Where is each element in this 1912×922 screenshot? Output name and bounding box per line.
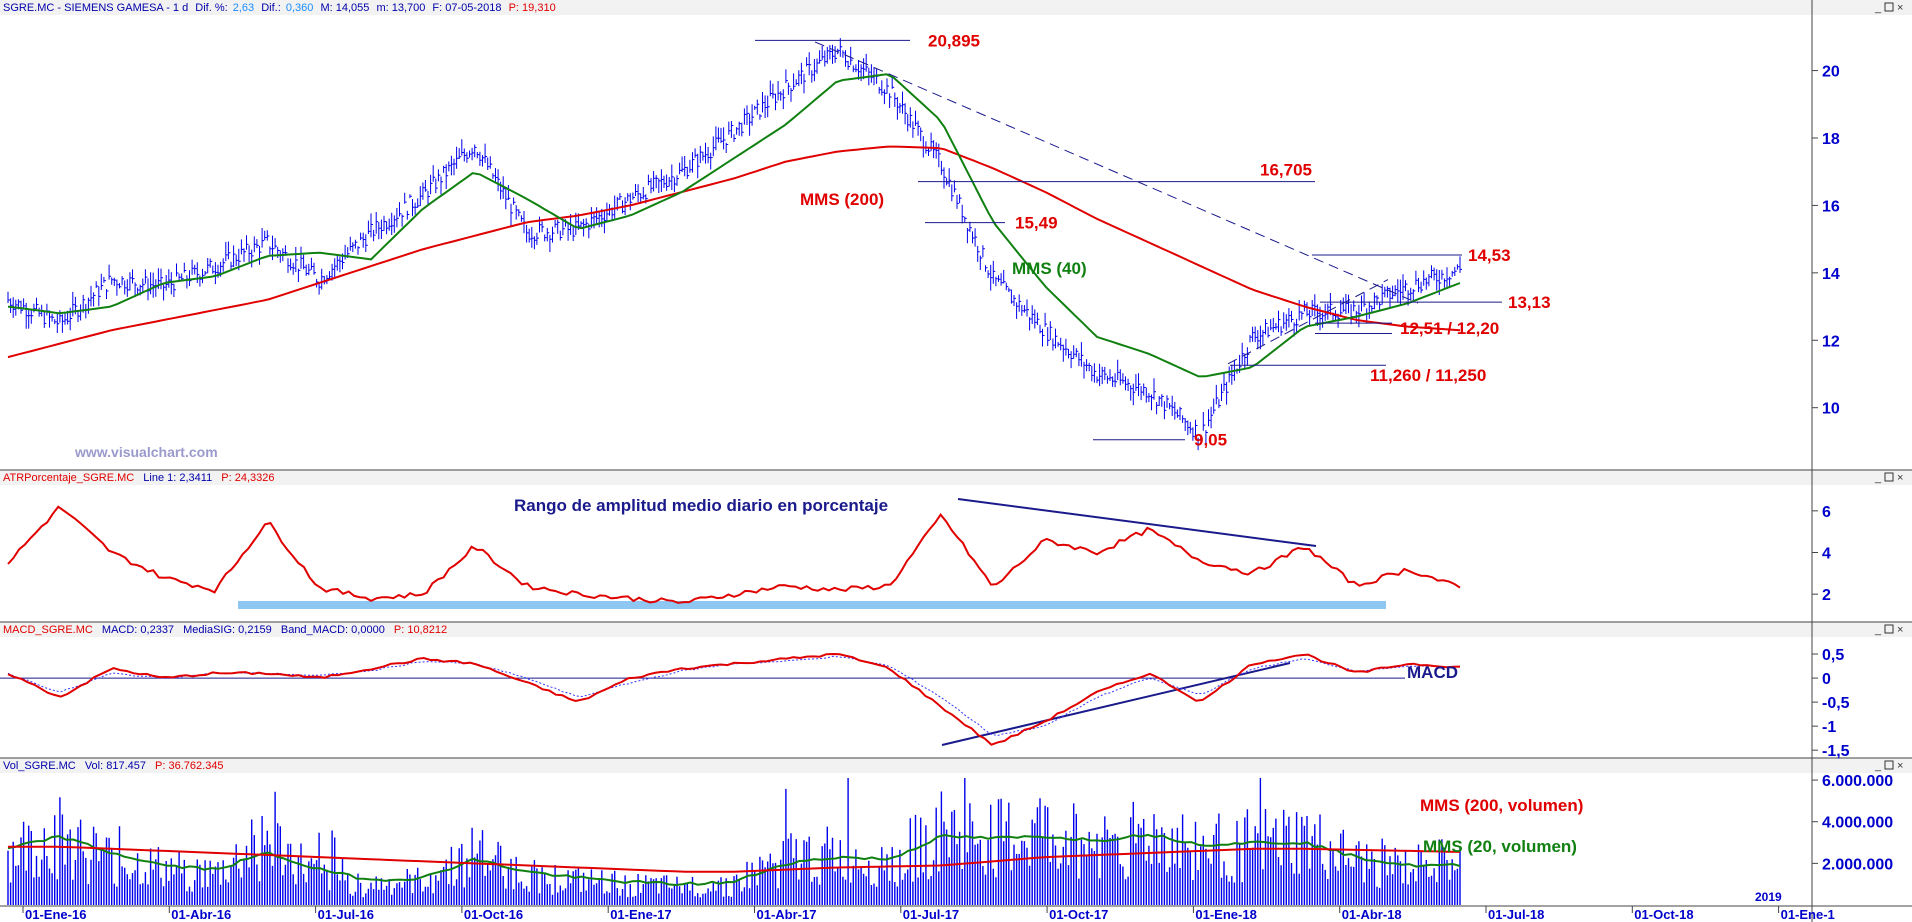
label-vol-mms20: MMS (20, volumen): [1423, 837, 1577, 856]
level-label: 20,895: [928, 31, 980, 50]
price-downtrend-line: [814, 41, 1419, 304]
label-mms40: MMS (40): [1012, 259, 1087, 278]
atr-support-band-rect: [238, 601, 1386, 609]
close-icon[interactable]: ×: [1897, 472, 1903, 484]
minimize-icon[interactable]: _: [1874, 472, 1882, 484]
minimize-icon[interactable]: _: [1874, 760, 1882, 772]
price-header-bar: [0, 0, 1912, 15]
y-tick-label: 6.000.000: [1822, 773, 1893, 790]
price-bars: [7, 38, 1462, 451]
level-label: 16,705: [1260, 161, 1312, 180]
close-icon[interactable]: ×: [1897, 624, 1903, 636]
x-tick-label: 01-Abr-18: [1342, 907, 1402, 922]
level-label: 15,49: [1015, 214, 1058, 233]
x-tick-label: 01-Abr-16: [171, 907, 231, 922]
level-label: 14,53: [1468, 246, 1511, 265]
level-label: 13,13: [1508, 293, 1551, 312]
x-tick-label: 01-Abr-17: [757, 907, 817, 922]
minimize-icon[interactable]: _: [1874, 2, 1882, 14]
y-tick-label: -1: [1822, 719, 1836, 736]
macd-uptrend-line: [941, 662, 1291, 746]
price-panel-header: SGRE.MC - SIEMENS GAMESA - 1 d Dif. %: 2…: [3, 2, 556, 14]
price-ohlc-bars: [7, 38, 1462, 451]
series-line-mediasig: [7, 655, 1461, 736]
macd-lines: [0, 652, 1461, 746]
y-tick-label: 12: [1822, 333, 1840, 350]
series-line-atr: [7, 505, 1461, 604]
maximize-icon[interactable]: [1884, 2, 1894, 12]
macd-panel-header: MACD_SGRE.MC MACD: 0,2337 MediaSIG: 0,21…: [3, 624, 447, 636]
volume-bars: [7, 778, 1461, 905]
volume-moving-averages: [7, 833, 1461, 887]
x-tick-label: 01-Ene-16: [25, 907, 86, 922]
vol-header-bar: [0, 758, 1912, 773]
atr-title: Rango de amplitud medio diario en porcen…: [514, 496, 888, 515]
x-tick-label: 01-Oct-18: [1634, 907, 1693, 922]
x-tick-label: 01-Ene-18: [1195, 907, 1256, 922]
level-label: 12,51 / 12,20: [1400, 319, 1499, 338]
x-tick-label: 01-Jul-17: [903, 907, 959, 922]
level-label: 11,260 / 11,250: [1370, 366, 1486, 385]
trendlines: [814, 41, 1419, 746]
y-tick-label: 0,5: [1822, 647, 1844, 664]
maximize-icon[interactable]: [1884, 472, 1894, 482]
y-tick-label: 14: [1822, 266, 1840, 283]
y-tick-label: 20: [1822, 64, 1840, 81]
series-line-vol-mms200: [8, 845, 1461, 873]
macd-header-bar: [0, 622, 1912, 637]
price-levels: 20,895 16,705 15,49 14,53 13,13 12,51 / 12,20…: [755, 31, 1551, 450]
y-tick-label: 16: [1822, 198, 1840, 215]
y-tick-label: 0: [1822, 671, 1831, 688]
y-tick-label: 4: [1822, 546, 1831, 563]
macd-title: MACD: [1407, 663, 1458, 682]
label-mms200: MMS (200): [800, 190, 884, 209]
maximize-icon[interactable]: [1884, 760, 1894, 770]
watermark: www.visualchart.com: [74, 444, 218, 460]
label-vol-mms200: MMS (200, volumen): [1420, 796, 1583, 815]
x-tick-label: 01-Oct-17: [1049, 907, 1108, 922]
vol-panel-header: Vol_SGRE.MC Vol: 817.457 P: 36.762.345: [3, 760, 224, 772]
x-tick-label: 01-Ene-1: [1781, 907, 1835, 922]
atr-header-bar: [0, 470, 1912, 485]
atr-line: [7, 505, 1461, 604]
y-axis-ticks: 20 18 16 14 12 10 6 4 2 0,5 0 -0,5 -1 -1,5 6.000.000 4.…: [1812, 64, 1893, 873]
x-tick-label: 01-Jul-16: [318, 907, 374, 922]
y-tick-label: -1,5: [1822, 743, 1850, 760]
year-label: 2019: [1755, 890, 1782, 904]
y-tick-label: 2.000.000: [1822, 856, 1893, 873]
minimize-icon[interactable]: _: [1874, 624, 1882, 636]
x-tick-label: 01-Ene-17: [610, 907, 671, 922]
x-tick-label: 01-Jul-18: [1488, 907, 1544, 922]
y-tick-label: 6: [1822, 504, 1831, 521]
y-tick-label: 4.000.000: [1822, 815, 1893, 832]
close-icon[interactable]: ×: [1897, 760, 1903, 772]
x-tick-label: 01-Oct-16: [464, 907, 523, 922]
price-moving-averages: [7, 73, 1461, 378]
atr-panel-header: ATRPorcentaje_SGRE.MC Line 1: 2,3411 P: …: [3, 472, 275, 484]
close-icon[interactable]: ×: [1897, 2, 1903, 14]
price-uptrend-line: [1227, 279, 1389, 365]
volume-bar-set: [7, 778, 1461, 905]
window-controls[interactable]: _ × _ × _ × _ ×: [1874, 2, 1903, 772]
y-tick-label: 2: [1822, 587, 1831, 604]
maximize-icon[interactable]: [1884, 624, 1894, 634]
y-tick-label: 10: [1822, 401, 1840, 418]
series-line-mms200: [7, 145, 1461, 359]
y-tick-label: 18: [1822, 131, 1840, 148]
series-line-vol-mms20: [7, 833, 1461, 887]
y-tick-label: -0,5: [1822, 695, 1850, 712]
level-label: 9,05: [1194, 431, 1227, 450]
atr-support-band: [238, 601, 1386, 609]
atr-downtrend-line: [957, 498, 1317, 547]
series-line-mms40: [7, 73, 1461, 378]
x-axis-ticks: 01-Ene-16 01-Abr-16 01-Jul-16 01-Oct-16 01-E…: [22, 906, 1835, 922]
series-line-macd: [7, 652, 1461, 746]
